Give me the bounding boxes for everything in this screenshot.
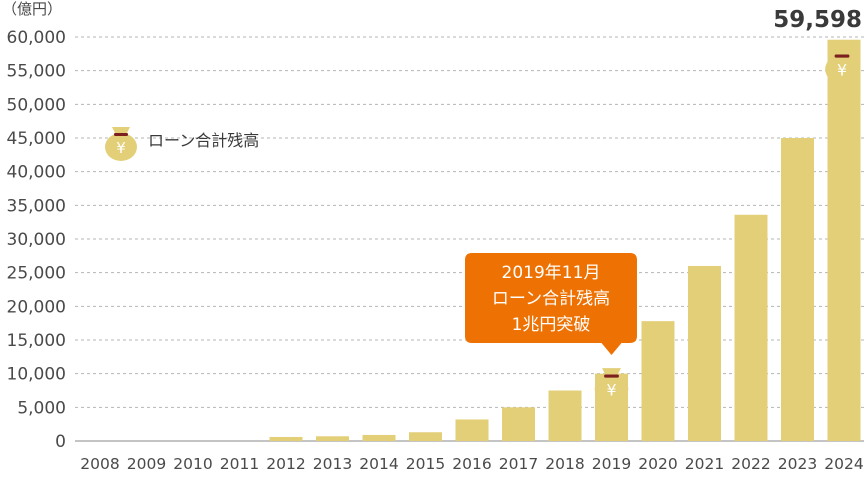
x-tick-label: 2018 <box>545 455 584 473</box>
x-tick-label: 2015 <box>406 455 445 473</box>
x-tick-label: 2022 <box>731 455 770 473</box>
x-tick-label: 2013 <box>313 455 352 473</box>
y-tick-label: 0 <box>55 432 66 452</box>
x-tick-label: 2020 <box>638 455 677 473</box>
y-tick-label: 20,000 <box>7 297 66 317</box>
money-bag-icon: ¥ <box>825 48 859 84</box>
bar-2014 <box>362 434 396 441</box>
y-tick-label: 60,000 <box>7 28 66 48</box>
x-tick-label: 2019 <box>592 455 631 473</box>
bar-2024 <box>827 39 861 442</box>
y-axis-ticks: 0 5,000 10,000 15,000 20,000 25,000 30,000 35,0… <box>7 28 66 452</box>
bar-2022 <box>734 214 768 441</box>
money-bag-icon: ¥ <box>594 368 629 404</box>
x-axis-ticks: 2008 2009 2010 2011 2012 2013 2014 2015 2016 2017… <box>80 455 863 473</box>
y-tick-label: 15,000 <box>7 331 66 351</box>
callout-box <box>465 253 637 355</box>
callout-line-3: 1兆円突破 <box>512 315 591 335</box>
x-tick-label: 2009 <box>127 455 166 473</box>
x-tick-label: 2011 <box>220 455 259 473</box>
bars <box>269 39 861 442</box>
money-bag-icon: ¥ <box>105 127 137 161</box>
y-tick-label: 25,000 <box>7 264 66 284</box>
bag-tie <box>834 54 850 58</box>
x-tick-label: 2008 <box>80 455 119 473</box>
bar-2016 <box>455 419 489 441</box>
bar-2020 <box>641 321 675 441</box>
yen-symbol: ¥ <box>837 60 847 79</box>
bar-2017 <box>502 407 535 441</box>
x-tick-label: 2012 <box>266 455 305 473</box>
y-tick-label: 10,000 <box>7 365 66 385</box>
callout-line-1: 2019年11月 <box>502 263 601 283</box>
bag-tie <box>114 133 128 136</box>
final-value-label: 59,598 <box>773 7 862 33</box>
bag-body <box>594 374 629 404</box>
bar-2023 <box>781 138 814 441</box>
milestone-callout: 2019年11月 ローン合計残高 1兆円突破 <box>465 253 637 355</box>
y-tick-label: 40,000 <box>7 163 66 183</box>
y-tick-label: 30,000 <box>7 230 66 250</box>
bar-2013 <box>316 436 349 441</box>
yen-symbol: ¥ <box>606 380 616 399</box>
bar-2018 <box>548 390 582 441</box>
bag-top <box>602 368 621 377</box>
y-tick-label: 35,000 <box>7 196 66 216</box>
bar-2012 <box>269 436 303 441</box>
y-tick-label: 55,000 <box>7 62 66 82</box>
x-tick-label: 2024 <box>824 455 863 473</box>
legend-label: ローン合計残高 <box>148 131 259 150</box>
x-tick-label: 2023 <box>778 455 817 473</box>
x-tick-label: 2021 <box>685 455 724 473</box>
x-tick-label: 2016 <box>452 455 491 473</box>
bag-body <box>825 54 859 84</box>
yen-symbol: ¥ <box>116 139 126 157</box>
bar-2015 <box>409 432 442 441</box>
bar-2021 <box>688 265 721 441</box>
y-tick-label: 45,000 <box>7 129 66 149</box>
x-tick-label: 2014 <box>359 455 398 473</box>
legend: ¥ ローン合計残高 <box>105 127 259 161</box>
bag-body <box>105 133 137 161</box>
callout-line-2: ローン合計残高 <box>492 289 610 309</box>
y-axis-unit-label: （億円） <box>2 0 62 18</box>
y-tick-label: 5,000 <box>17 398 66 418</box>
x-tick-label: 2017 <box>499 455 538 473</box>
bag-tie <box>604 374 619 378</box>
y-tick-label: 50,000 <box>7 95 66 115</box>
x-tick-label: 2010 <box>173 455 212 473</box>
